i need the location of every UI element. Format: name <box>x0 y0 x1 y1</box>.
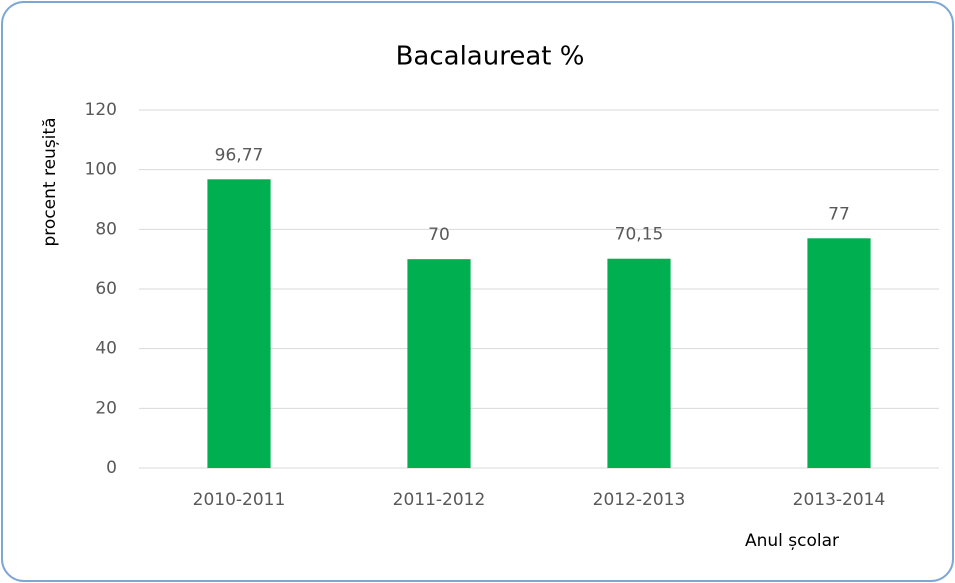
bar <box>207 179 271 468</box>
x-tick-label: 2011-2012 <box>393 490 486 510</box>
y-tick-label: 120 <box>85 100 117 120</box>
y-tick-label: 100 <box>85 160 117 180</box>
data-label: 96,77 <box>215 145 264 165</box>
y-tick-label: 20 <box>95 398 117 418</box>
data-label: 70,15 <box>615 225 664 245</box>
y-tick-label: 40 <box>95 339 117 359</box>
data-label: 70 <box>428 225 450 245</box>
bar <box>407 259 471 468</box>
bar <box>607 258 671 468</box>
x-tick-label: 2012-2013 <box>593 490 686 510</box>
y-tick-label: 0 <box>106 458 117 478</box>
y-tick-label: 80 <box>95 219 117 239</box>
x-tick-label: 2013-2014 <box>793 490 886 510</box>
y-tick-label: 60 <box>95 279 117 299</box>
bar <box>807 238 871 468</box>
y-axis-title: procent reușită <box>40 118 60 247</box>
chart-title: Bacalaureat % <box>396 42 585 72</box>
data-label: 77 <box>828 204 850 224</box>
x-axis-title: Anul școlar <box>745 531 839 551</box>
x-tick-label: 2010-2011 <box>193 490 286 510</box>
